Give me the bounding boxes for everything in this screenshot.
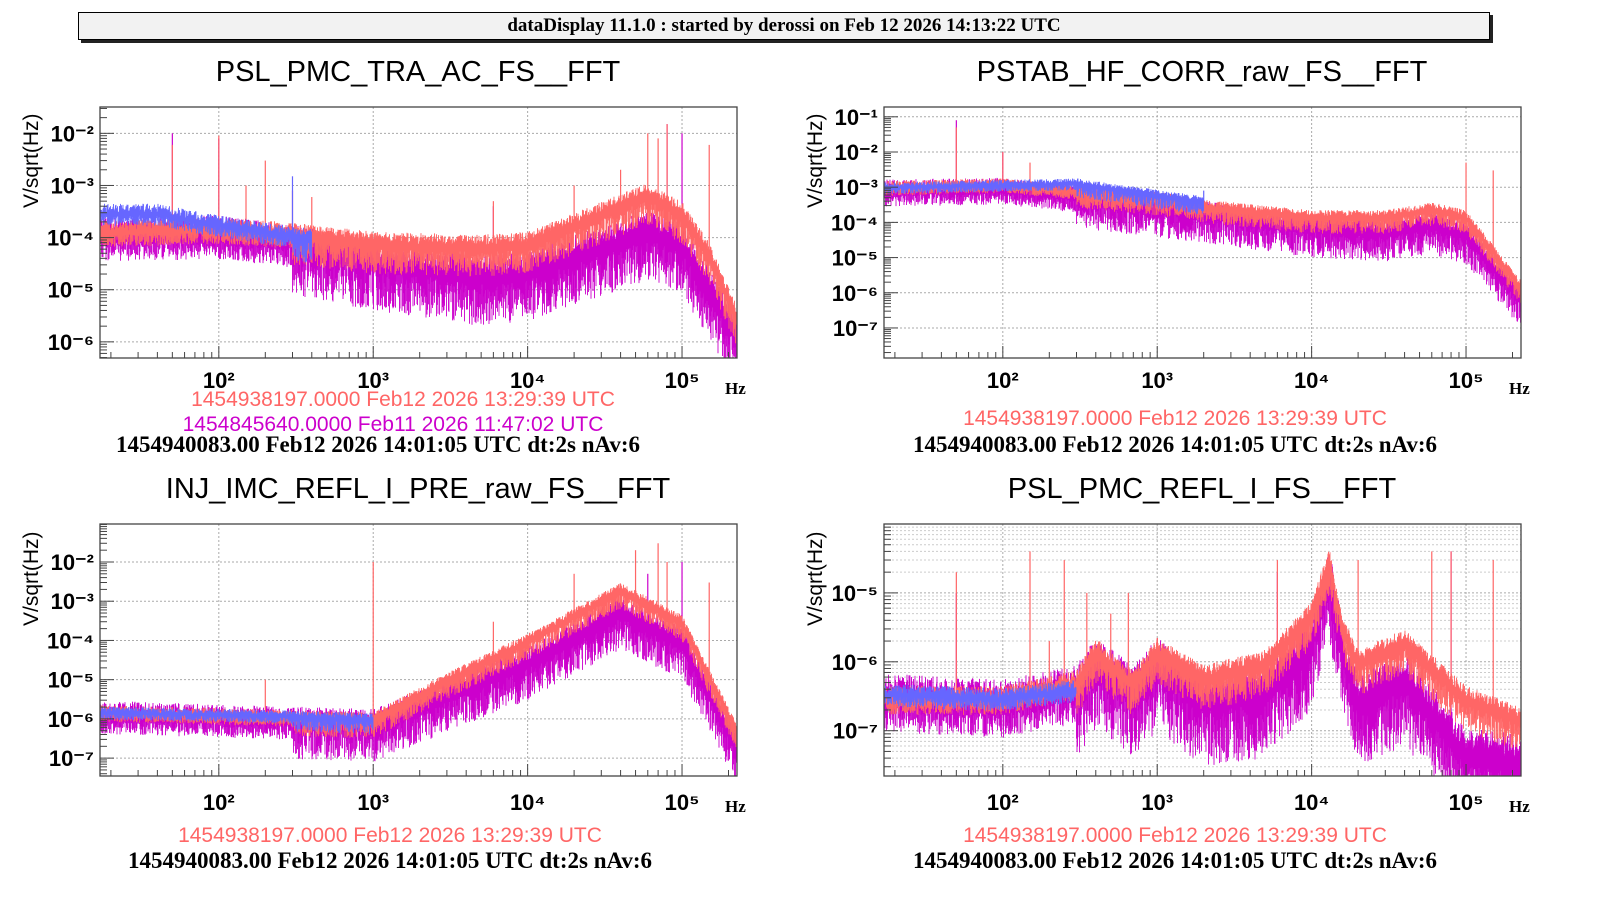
y-tick-label: 10⁻⁶: [832, 281, 878, 306]
plot-title: INJ_IMC_REFL_I_PRE_raw_FS__FFT: [165, 473, 671, 505]
legend-entry-reference: 1454938197.0000 Feb12 2026 13:29:39 UTC: [191, 388, 615, 411]
plot-title: PSTAB_HF_CORR_raw_FS__FFT: [976, 56, 1428, 88]
y-tick-label: 10⁻³: [51, 173, 94, 198]
plot-panel: 10² 10³ 10⁴ 10⁵ 10⁻² 10⁻³ 10⁻⁴ 10⁻⁵ 10⁻⁶ Hz: [47, 106, 746, 398]
measurement-stamp: 1454940083.00 Feb12 2026 14:01:05 UTC dt…: [115, 432, 641, 457]
y-tick-label: 10⁻³: [835, 175, 878, 200]
x-axis-unit-label: Hz: [1509, 379, 1530, 398]
series-group: [884, 120, 1521, 325]
measurement-stamp: 1454940083.00 Feb12 2026 14:01:05 UTC dt…: [127, 848, 653, 873]
plot-frame: [883, 523, 1522, 777]
y-tick-label: 10⁻⁵: [48, 278, 94, 303]
x-axis-unit-label: Hz: [1509, 797, 1530, 816]
y-tick-label: 10⁻⁴: [831, 210, 878, 235]
legend-entry-reference: 1454938197.0000 Feb12 2026 13:29:39 UTC: [178, 824, 602, 847]
x-tick-label: 10³: [1141, 790, 1173, 815]
plot-frame: [99, 106, 738, 359]
measurement-stamp: 1454940083.00 Feb12 2026 14:01:05 UTC dt…: [912, 848, 1438, 873]
window-title-bar: dataDisplay 11.1.0 : started by derossi …: [78, 12, 1490, 40]
y-tick-label: 10⁻²: [51, 121, 94, 146]
plot-panel: 10² 10³ 10⁴ 10⁵ 10⁻² 10⁻³ 10⁻⁴ 10⁻⁵ 10⁻⁶ 10⁻⁷ Hz: [47, 523, 746, 816]
x-tick-label: 10⁵: [1449, 368, 1484, 393]
x-tick-label: 10⁴: [1294, 368, 1329, 393]
y-tick-label: 10⁻⁶: [48, 330, 94, 355]
x-tick-label: 10⁴: [510, 790, 545, 815]
x-tick-label: 10²: [987, 790, 1019, 815]
series-group: [884, 551, 1521, 776]
plot-panel: 10² 10³ 10⁴ 10⁵ 10⁻⁵ 10⁻⁶ 10⁻⁷ Hz: [832, 523, 1530, 816]
x-tick-label: 10⁴: [510, 368, 545, 393]
plot-panel: 10² 10³ 10⁴ 10⁵ 10⁻¹ 10⁻² 10⁻³ 10⁻⁴ 10⁻⁵ 10⁻⁶ 10⁻⁷…: [831, 105, 1530, 398]
legend-entry-reference: 1454938197.0000 Feb12 2026 13:29:39 UTC: [963, 407, 1387, 430]
y-tick-label: 10⁻¹: [835, 105, 878, 130]
series-trace: [100, 203, 312, 263]
plot-title: PSL_PMC_REFL_I_FS__FFT: [1007, 473, 1397, 505]
x-axis-unit-label: Hz: [725, 379, 746, 398]
legend-entry-reference2: 1454845640.0000 Feb11 2026 11:47:02 UTC: [182, 413, 604, 433]
x-tick-label: 10²: [203, 790, 235, 815]
y-tick-label: 10⁻²: [835, 140, 878, 165]
y-tick-label: 10⁻⁷: [833, 719, 878, 744]
measurement-stamp: 1454940083.00 Feb12 2026 14:01:05 UTC dt…: [912, 432, 1438, 457]
x-tick-label: 10⁵: [665, 790, 700, 815]
y-tick-label: 10⁻⁴: [47, 628, 94, 653]
series-group: [100, 543, 737, 776]
legend-entry-reference: 1454938197.0000 Feb12 2026 13:29:39 UTC: [963, 824, 1387, 847]
series-trace: [100, 706, 374, 735]
x-axis-unit-label: Hz: [725, 797, 746, 816]
y-tick-label: 10⁻⁷: [833, 316, 878, 341]
y-tick-label: 10⁻⁵: [48, 668, 94, 693]
x-tick-label: 10³: [357, 790, 389, 815]
x-tick-label: 10⁵: [1449, 790, 1484, 815]
y-tick-label: 10⁻⁴: [47, 226, 94, 251]
x-tick-label: 10⁴: [1294, 790, 1329, 815]
y-tick-label: 10⁻⁶: [832, 650, 878, 675]
series-trace: [884, 680, 1077, 711]
plot-title: PSL_PMC_TRA_AC_FS__FFT: [215, 56, 621, 88]
series-trace: [884, 178, 1204, 214]
x-tick-label: 10²: [203, 368, 235, 393]
y-tick-label: 10⁻⁵: [832, 581, 878, 606]
y-tick-label: 10⁻⁷: [49, 746, 94, 771]
x-tick-label: 10³: [357, 368, 389, 393]
series-group: [100, 124, 737, 358]
plot-frame: [99, 523, 738, 777]
y-tick-label: 10⁻³: [51, 589, 94, 614]
y-tick-label: 10⁻⁵: [832, 246, 878, 271]
x-tick-label: 10³: [1141, 368, 1173, 393]
x-tick-label: 10²: [987, 368, 1019, 393]
y-tick-label: 10⁻²: [51, 550, 94, 575]
y-tick-label: 10⁻⁶: [48, 707, 94, 732]
x-tick-label: 10⁵: [665, 368, 700, 393]
